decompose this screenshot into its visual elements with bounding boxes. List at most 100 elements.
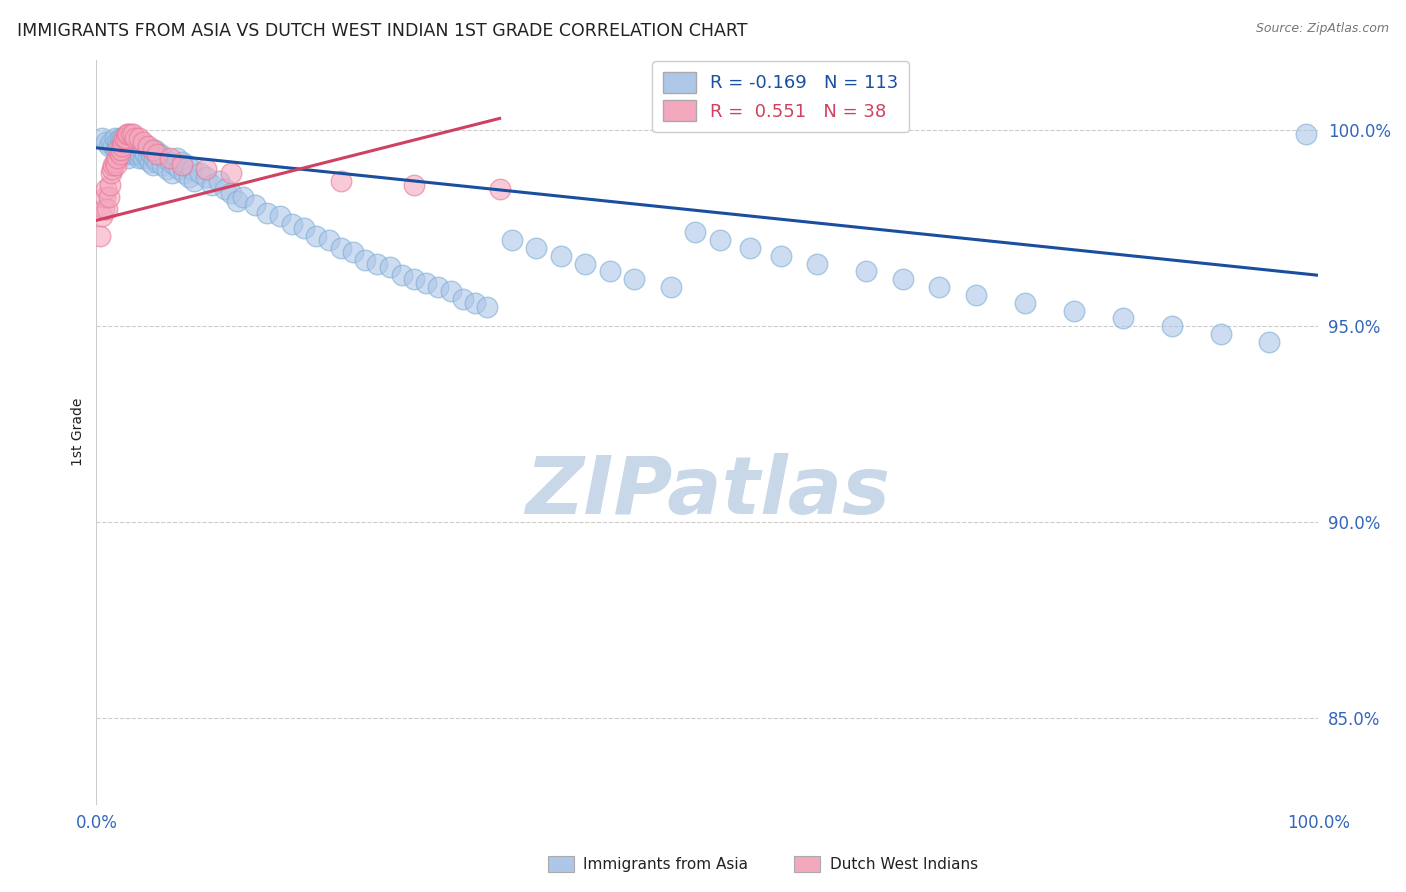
Point [104, 154, 127, 169]
Point [170, 154, 193, 169]
Point [142, 151, 165, 165]
Point [110, 143, 132, 157]
Point [103, 159, 125, 173]
Point [329, 174, 352, 188]
Point [125, 146, 148, 161]
Point [149, 146, 172, 161]
Point [114, 131, 136, 145]
Point [107, 143, 129, 157]
Point [107, 139, 129, 153]
Point [159, 154, 181, 169]
Point [138, 143, 160, 157]
Point [402, 178, 425, 192]
Point [391, 268, 413, 283]
Point [132, 151, 155, 165]
Point [97, 190, 120, 204]
Point [1112, 311, 1135, 326]
Point [112, 139, 135, 153]
Point [415, 276, 437, 290]
Point [104, 131, 127, 145]
Point [100, 166, 122, 180]
Point [451, 292, 474, 306]
Point [108, 131, 131, 145]
Point [232, 190, 254, 204]
Point [219, 186, 242, 200]
Point [108, 146, 131, 161]
Point [292, 221, 315, 235]
Point [891, 272, 914, 286]
Point [201, 178, 224, 192]
Point [117, 127, 139, 141]
Point [117, 135, 139, 149]
Point [124, 131, 146, 145]
Point [225, 194, 247, 208]
Point [131, 139, 153, 153]
Point [928, 280, 950, 294]
Bar [794, 856, 820, 872]
Point [146, 146, 169, 161]
Point [153, 151, 176, 165]
Point [94, 190, 117, 204]
Point [464, 295, 486, 310]
Point [110, 135, 132, 149]
Point [122, 146, 145, 161]
Point [855, 264, 877, 278]
Point [318, 233, 340, 247]
Point [163, 159, 186, 173]
Point [1295, 127, 1317, 141]
Point [120, 127, 142, 141]
Point [104, 159, 127, 173]
Point [132, 143, 155, 157]
Point [501, 233, 523, 247]
Point [114, 143, 136, 157]
Point [97, 139, 120, 153]
Point [173, 166, 195, 180]
Point [599, 264, 621, 278]
Point [121, 135, 143, 149]
Point [342, 244, 364, 259]
Point [683, 225, 706, 239]
Point [114, 139, 136, 153]
Point [139, 154, 162, 169]
Point [623, 272, 645, 286]
Point [427, 280, 450, 294]
Point [354, 252, 377, 267]
Point [1160, 319, 1182, 334]
Point [477, 300, 499, 314]
Legend: R = -0.169   N = 113, R =  0.551   N = 38: R = -0.169 N = 113, R = 0.551 N = 38 [652, 62, 910, 132]
Point [574, 256, 596, 270]
Point [488, 182, 510, 196]
Point [105, 151, 128, 165]
Point [132, 135, 155, 149]
Point [112, 135, 135, 149]
Point [166, 151, 188, 165]
Point [195, 162, 218, 177]
Text: Immigrants from Asia: Immigrants from Asia [583, 857, 748, 872]
Point [115, 127, 138, 141]
Point [1209, 327, 1232, 342]
Point [1063, 303, 1085, 318]
Point [256, 205, 278, 219]
Point [179, 170, 201, 185]
Point [769, 249, 792, 263]
Point [104, 143, 127, 157]
Point [114, 131, 136, 145]
Point [124, 135, 146, 149]
Point [115, 146, 138, 161]
Point [366, 256, 388, 270]
Point [128, 151, 150, 165]
Point [176, 159, 198, 173]
Point [101, 162, 124, 177]
Point [150, 159, 173, 173]
Point [378, 260, 401, 275]
Point [127, 139, 149, 153]
Bar [548, 856, 574, 872]
Point [159, 151, 181, 165]
Point [114, 135, 136, 149]
Point [219, 166, 242, 180]
Point [105, 135, 128, 149]
Point [122, 143, 145, 157]
Text: IMMIGRANTS FROM ASIA VS DUTCH WEST INDIAN 1ST GRADE CORRELATION CHART: IMMIGRANTS FROM ASIA VS DUTCH WEST INDIA… [17, 22, 748, 40]
Point [111, 139, 134, 153]
Point [207, 174, 229, 188]
